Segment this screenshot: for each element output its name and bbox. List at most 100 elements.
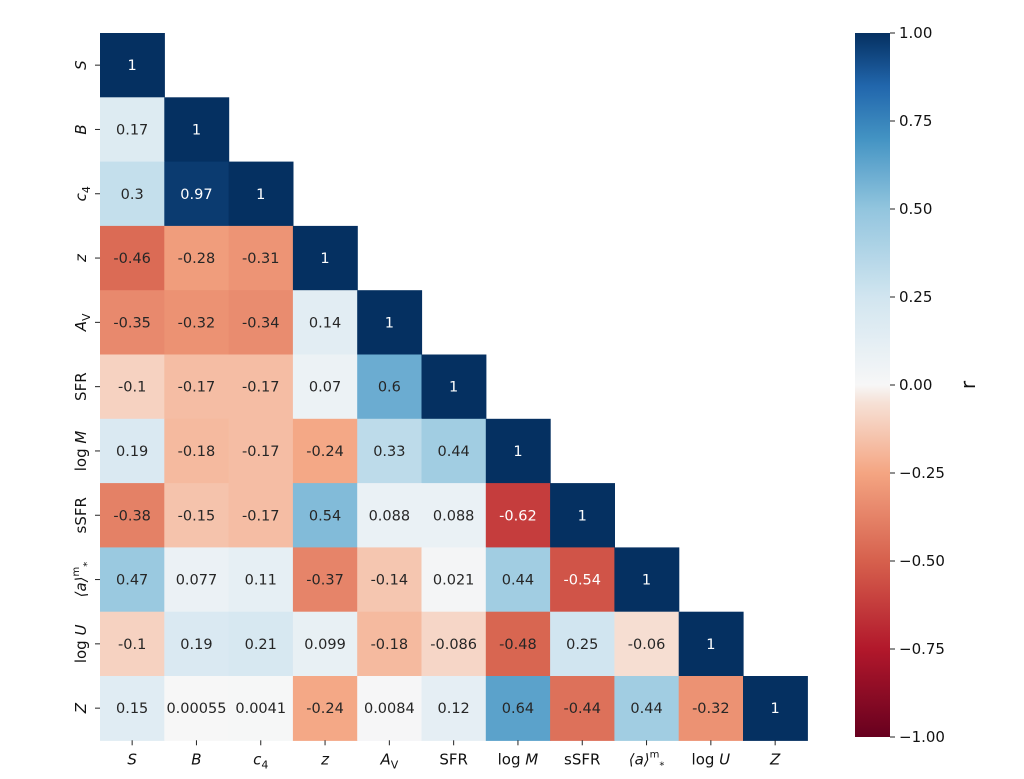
colorbar-tick-label: 0.00 [899,376,932,394]
heatmap-cell [421,676,487,741]
heatmap-cell [164,676,230,741]
heatmap-cell-value: -0.17 [242,444,280,460]
heatmap-cell [164,547,230,613]
heatmap-cell [100,611,165,677]
heatmap-cell-value: 1 [128,58,137,74]
heatmap-cell [164,225,230,291]
x-tick-label: c4 [253,750,268,771]
colorbar-tick-label: −0.75 [899,640,945,658]
heatmap-cell [421,611,487,677]
y-axis: S Bc4 z AV SFR log M sSFR ⟨a⟩m* log U Z [71,60,100,714]
heatmap-cell [678,611,744,677]
x-tick-label: z [320,750,330,768]
heatmap-cell [100,547,165,613]
heatmap-cell-value: 1 [320,251,329,267]
heatmap-cell-value: 1 [449,380,458,396]
colorbar-tick-label: 0.50 [899,200,932,218]
colorbar-tick-label: −1.00 [899,728,945,746]
colorbar-tick-label: −0.25 [899,464,945,482]
y-tick-label: B [72,124,90,134]
heatmap-cell [292,483,358,548]
heatmap-cell-value: -0.38 [113,508,151,524]
heatmap-cell-value: -0.46 [113,251,151,267]
heatmap-cell-value: 0.077 [176,573,218,589]
heatmap-cell [292,225,358,291]
x-tick-label: SFR [439,750,468,768]
colorbar-ticks: 1.00 0.75 0.50 0.25 0.00 −0.25 −0.50 −0.75 −1.00 [890,24,945,746]
heatmap-cell-value: 0.021 [433,573,475,589]
heatmap-cell-value: 0.6 [378,380,401,396]
x-tick-label: AV [379,750,398,771]
heatmap-cell-value: 0.15 [116,701,148,717]
heatmap-cell-value: -0.32 [692,701,730,717]
heatmap-cell-value: 0.12 [438,701,470,717]
heatmap-cell-value: 0.19 [180,637,212,653]
heatmap-cell-value: -0.35 [113,315,151,331]
heatmap-cell [485,418,551,484]
heatmap-cell-value: 0.19 [116,444,148,460]
heatmap-cell-value: 0.07 [309,380,341,396]
heatmap-cell [421,354,487,420]
heatmap-cell-value: -0.37 [306,573,344,589]
heatmap-cell-value: -0.31 [242,251,280,267]
heatmap-cell-value: -0.17 [178,380,216,396]
heatmap-cell-value: 0.0041 [235,701,286,717]
heatmap-cell [550,483,615,548]
heatmap-cell [421,483,487,548]
heatmap-cell [743,676,808,741]
heatmap-cell [100,676,165,741]
heatmap-cell-value: -0.17 [242,380,280,396]
y-tick-label: ⟨a⟩m* [71,562,93,598]
colorbar-tick-label: 1.00 [899,24,932,42]
heatmap-cell [292,547,358,613]
heatmap-cell-value: -0.14 [371,573,409,589]
heatmap-cell [100,161,165,227]
y-tick-label: SFR [72,372,90,401]
heatmap-cell-value: -0.24 [306,444,344,460]
heatmap-cell [357,547,423,613]
heatmap-cell [100,483,165,548]
heatmap-cell-value: 0.099 [304,637,346,653]
heatmap-cell-value: 0.3 [121,187,144,203]
heatmap-cell-value: 0.44 [438,444,470,460]
heatmap-cell [357,483,423,548]
heatmap-cell-value: -0.32 [178,315,216,331]
heatmap-cell-value: 0.17 [116,122,148,138]
heatmap-cell [228,161,294,227]
y-tick-label: Z [72,702,90,714]
heatmap-cell [614,676,680,741]
heatmap-cell-value: 0.97 [180,187,212,203]
heatmap-cell [485,483,551,548]
heatmap-cell [164,611,230,677]
heatmap-cell-value: -0.28 [178,251,216,267]
colorbar: 1.00 0.75 0.50 0.25 0.00 −0.25 −0.50 −0.75 −1.00… [855,24,980,746]
x-tick-label: sSFR [564,750,600,768]
heatmap-cell-value: 1 [642,573,651,589]
y-tick-label: c4 [72,186,93,201]
heatmap-cell [228,418,294,484]
heatmap-cell-labels: 1 0.17 1 0.3 0.97 1 -0.46 -0.28 -0.31 1 -0.35 -0.32… [113,58,779,717]
heatmap-cell-value: 1 [385,315,394,331]
heatmap-cell [421,418,487,484]
colorbar-label: r [956,380,980,389]
heatmap-cell [357,418,423,484]
heatmap-cell-value: 1 [192,122,201,138]
heatmap-cell [228,354,294,420]
heatmap-cell-value: -0.34 [242,315,280,331]
heatmap-cell [614,611,680,677]
x-tick-label: log M [498,750,539,768]
heatmap-cell-value: 1 [256,187,265,203]
heatmap-cell-value: 0.25 [566,637,598,653]
heatmap-cell-value: 1 [706,637,715,653]
heatmap-cell-value: -0.48 [499,637,537,653]
heatmap-cell [357,676,423,741]
heatmap-cell [292,354,358,420]
heatmap-cell-value: -0.18 [371,637,409,653]
heatmap-cell [164,483,230,548]
heatmap-cell-value: 0.44 [502,573,534,589]
heatmap-cell [357,354,423,420]
heatmap-cell [100,354,165,420]
y-tick-label: log U [72,625,90,664]
x-tick-label: ⟨a⟩m* [629,749,665,771]
colorbar-tick-label: 0.75 [899,112,932,130]
